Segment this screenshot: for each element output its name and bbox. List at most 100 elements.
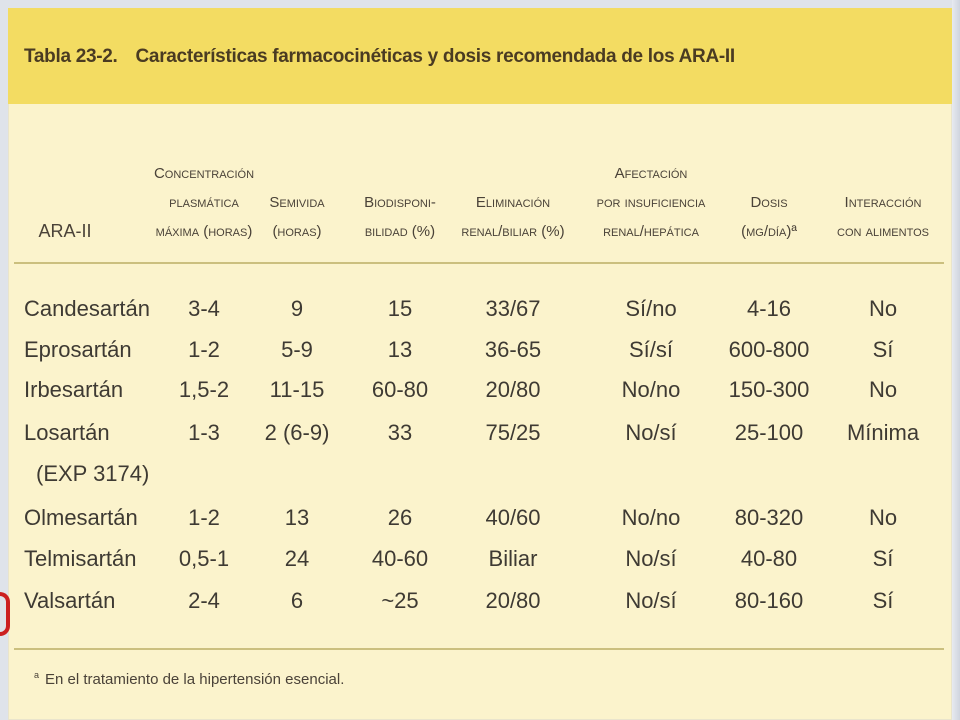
cell-cmax: 3-4 xyxy=(188,296,220,321)
cell-drug: Irbesartán xyxy=(24,377,124,402)
cell-insuf: No/no xyxy=(621,505,681,530)
cell-dose: 80-320 xyxy=(734,505,804,530)
cell-bio: ~25 xyxy=(381,588,419,613)
cell-insuf: Sí/no xyxy=(625,296,677,321)
cell-bio: 26 xyxy=(387,505,413,530)
cell-dose: 600-800 xyxy=(728,337,810,362)
footnote-text: En el tratamiento de la hipertensión ese… xyxy=(45,671,345,688)
table-row: Losartán 1-3 2 (6-9) 33 75/25 No/sí 25-100 Míni… xyxy=(8,413,952,453)
column-header-line: ARA-II xyxy=(38,221,92,241)
cell-dose: 80-160 xyxy=(734,588,804,613)
cell-drug: Olmesartán xyxy=(24,505,138,530)
table-row: Candesartán 3-4 9 15 33/67 Sí/no 4-16 No xyxy=(8,289,952,329)
cell-half: 6 xyxy=(290,588,304,613)
cell-food: No xyxy=(868,377,898,402)
cell-drug: Telmisartán xyxy=(24,546,137,571)
cell-elim: 20/80 xyxy=(485,377,541,402)
cell-cmax: 2-4 xyxy=(188,588,220,613)
cell-half: 2 (6-9) xyxy=(264,420,330,445)
header-rule xyxy=(14,262,944,264)
table-row: (EXP 3174) xyxy=(8,454,952,494)
column-header-cmax: Concentración plasmática máxima (horas) xyxy=(119,159,289,246)
cell-elim: 36-65 xyxy=(484,337,542,362)
column-header-line: renal/biliar (%) xyxy=(461,223,565,240)
cell-half: 9 xyxy=(290,296,304,321)
cell-drug: Eprosartán xyxy=(24,337,132,362)
cell-half: 5-9 xyxy=(281,337,313,362)
cell-cmax: 1-2 xyxy=(188,505,220,530)
column-header-insuf: Afectación por insuficiencia renal/hepátic… xyxy=(566,159,736,246)
cell-insuf: Sí/sí xyxy=(628,337,673,362)
footnote-marker: a xyxy=(34,670,40,680)
column-header-line: máxima (horas) xyxy=(155,223,253,240)
cell-half: 24 xyxy=(284,546,310,571)
cell-dose: 40-80 xyxy=(740,546,798,571)
column-header-line: Eliminación xyxy=(475,194,551,211)
cell-food: No xyxy=(868,505,898,530)
table-caption: Características farmacocinéticas y dosis… xyxy=(135,46,736,67)
table-row: Valsartán 2-4 6 ~25 20/80 No/sí 80-160 Sí xyxy=(8,581,952,621)
column-header-line: por insuficiencia xyxy=(596,194,706,211)
column-header-line: Dosis xyxy=(750,194,788,211)
column-header-line: plasmática xyxy=(169,194,239,211)
cell-cmax: 1-3 xyxy=(188,420,220,445)
cell-bio: 33 xyxy=(387,420,413,445)
column-header-line: Concentración xyxy=(153,165,255,182)
footer-rule xyxy=(14,648,944,650)
cell-half: 13 xyxy=(284,505,310,530)
column-header-drug: ARA-II xyxy=(0,217,150,246)
table-row: Olmesartán 1-2 13 26 40/60 No/no 80-320 No xyxy=(8,498,952,538)
cell-dose: 4-16 xyxy=(746,296,792,321)
cell-bio: 15 xyxy=(387,296,413,321)
cell-drug: Valsartán xyxy=(24,588,116,613)
cell-dose: 150-300 xyxy=(728,377,810,402)
cell-food: Sí xyxy=(872,337,894,362)
table-title: Tabla 23-2. Características farmacocinéti… xyxy=(24,46,735,68)
cell-drug: (EXP 3174) xyxy=(36,461,150,486)
column-header-half: Semivida (horas) xyxy=(212,188,382,246)
column-header-line: renal/hepática xyxy=(603,223,699,240)
column-header-line: bilidad (%) xyxy=(364,223,436,240)
cell-elim xyxy=(443,454,583,494)
table-row: Irbesartán 1,5-2 11-15 60-80 20/80 No/no 150-3… xyxy=(8,370,952,410)
cell-elim: 33/67 xyxy=(485,296,541,321)
column-header-dose: Dosis (mg/día)ª xyxy=(684,188,854,246)
column-header-line: con alimentos xyxy=(837,223,929,240)
cell-bio: 40-60 xyxy=(371,546,429,571)
cell-food: Sí xyxy=(872,588,894,613)
cell-cmax: 1-2 xyxy=(188,337,220,362)
column-header-line: Semivida xyxy=(269,194,325,211)
title-bar: Tabla 23-2. Características farmacocinéti… xyxy=(8,8,952,104)
cell-insuf: No/no xyxy=(621,377,681,402)
cell-food: Mínima xyxy=(846,420,920,445)
cell-elim: Biliar xyxy=(488,546,538,571)
table-footnote: a En el tratamiento de la hipertensión es… xyxy=(34,670,344,688)
column-header-line: Afectación xyxy=(614,165,688,182)
cell-half: 11-15 xyxy=(269,377,325,402)
table-row: Telmisartán 0,5-1 24 40-60 Biliar No/sí 40-80 S… xyxy=(8,539,952,579)
cell-cmax: 1,5-2 xyxy=(178,377,230,402)
red-bracket-mark xyxy=(0,592,10,636)
column-header-line: Biodisponi- xyxy=(364,194,436,211)
cell-insuf: No/sí xyxy=(625,588,677,613)
cell-cmax: 0,5-1 xyxy=(178,546,230,571)
slide-edge-shadow xyxy=(952,0,960,720)
column-header-food: Interacción con alimentos xyxy=(798,188,960,246)
cell-drug: Losartán xyxy=(24,420,110,445)
cell-elim: 20/80 xyxy=(485,588,541,613)
table-row: Eprosartán 1-2 5-9 13 36-65 Sí/sí 600-800 Sí xyxy=(8,330,952,370)
table-number: Tabla 23-2. xyxy=(24,46,118,67)
cell-drug: Candesartán xyxy=(24,296,150,321)
column-header-elim: Eliminación renal/biliar (%) xyxy=(428,188,598,246)
column-header-line: (mg/día)ª xyxy=(741,223,797,240)
cell-dose: 25-100 xyxy=(734,420,804,445)
table-page: Tabla 23-2. Características farmacocinéti… xyxy=(8,8,952,720)
cell-food: Sí xyxy=(872,546,894,571)
cell-bio: 60-80 xyxy=(371,377,429,402)
cell-insuf: No/sí xyxy=(625,546,677,571)
cell-food xyxy=(813,454,953,494)
cell-insuf: No/sí xyxy=(625,420,677,445)
column-header-bio: Biodisponi-bilidad (%) xyxy=(315,188,485,246)
cell-bio: 13 xyxy=(387,337,413,362)
column-header-line: Interacción xyxy=(844,194,922,211)
